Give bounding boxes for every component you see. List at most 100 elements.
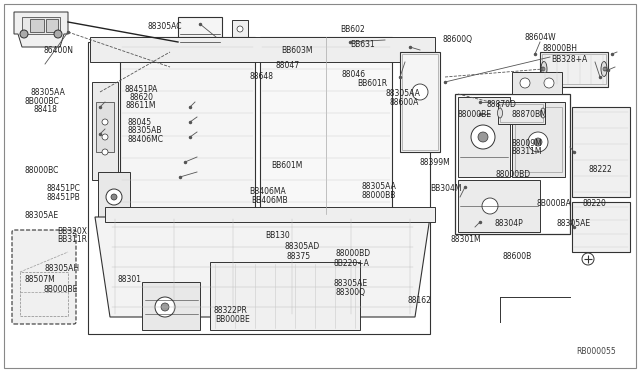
Bar	[96, 102, 114, 152]
Text: 88600A: 88600A	[389, 98, 419, 107]
Bar	[572, 107, 630, 197]
Bar	[120, 37, 255, 214]
Circle shape	[534, 138, 542, 146]
Bar	[542, 54, 606, 84]
Text: 88507M: 88507M	[24, 275, 55, 284]
Bar	[498, 102, 545, 124]
Circle shape	[412, 84, 428, 100]
Bar	[572, 202, 630, 252]
Bar	[142, 282, 200, 330]
Text: 88305AH: 88305AH	[45, 264, 80, 273]
Bar	[186, 52, 196, 64]
Circle shape	[544, 78, 554, 88]
Circle shape	[102, 134, 108, 140]
Circle shape	[541, 67, 545, 71]
Text: 88870D: 88870D	[486, 100, 516, 109]
Text: 88305AD: 88305AD	[285, 242, 320, 251]
Text: 88009M: 88009M	[512, 139, 543, 148]
Text: 88000BH: 88000BH	[543, 44, 578, 53]
Circle shape	[520, 78, 530, 88]
Bar	[105, 207, 435, 222]
Text: 88451PA: 88451PA	[125, 85, 158, 94]
Bar	[540, 52, 608, 87]
Text: 88000BC: 88000BC	[24, 166, 59, 175]
Text: RB000055: RB000055	[576, 347, 616, 356]
Text: BB130: BB130	[266, 231, 291, 240]
Text: BB601R: BB601R	[357, 79, 387, 88]
Text: 86400N: 86400N	[44, 46, 74, 55]
Text: 88305AA: 88305AA	[362, 182, 396, 191]
Bar	[400, 52, 440, 152]
Text: 88305AB: 88305AB	[128, 126, 163, 135]
Circle shape	[528, 132, 548, 152]
Bar	[20, 272, 68, 316]
Text: 88375: 88375	[287, 252, 311, 261]
Bar	[210, 262, 360, 330]
Bar	[22, 17, 60, 34]
Text: 88304P: 88304P	[494, 219, 523, 228]
Polygon shape	[14, 12, 68, 47]
Bar	[90, 37, 435, 62]
Text: 88000BD: 88000BD	[495, 170, 531, 179]
Circle shape	[155, 297, 175, 317]
Bar	[515, 107, 562, 172]
Text: BB603M: BB603M	[282, 46, 313, 55]
Bar	[458, 180, 540, 232]
Ellipse shape	[497, 108, 502, 118]
Text: 88648: 88648	[250, 72, 274, 81]
Text: 88046: 88046	[341, 70, 365, 79]
Text: 8B000BE: 8B000BE	[44, 285, 78, 294]
Bar	[204, 52, 214, 64]
Bar	[455, 94, 570, 234]
Text: BB631: BB631	[350, 40, 375, 49]
Text: 88620: 88620	[129, 93, 154, 102]
Text: 88611M: 88611M	[125, 101, 156, 110]
Bar	[30, 19, 44, 32]
Text: 88399M: 88399M	[419, 158, 450, 167]
Text: 88000BB: 88000BB	[362, 191, 396, 200]
Circle shape	[582, 253, 594, 265]
Text: BB406MB: BB406MB	[252, 196, 288, 205]
Text: 88322PR: 88322PR	[213, 306, 247, 315]
Text: BB304M: BB304M	[430, 185, 461, 193]
Text: BB328+A: BB328+A	[552, 55, 588, 64]
Bar	[260, 37, 392, 214]
Text: 8B000BC: 8B000BC	[24, 97, 59, 106]
Circle shape	[237, 26, 243, 32]
Bar	[88, 42, 430, 334]
Text: 8B000BA: 8B000BA	[536, 199, 571, 208]
Bar	[98, 172, 130, 217]
Text: 88305AC: 88305AC	[147, 22, 182, 31]
Bar	[500, 104, 543, 122]
Text: 88301: 88301	[117, 275, 141, 284]
Text: 88406MC: 88406MC	[128, 135, 164, 144]
Text: 88305AA: 88305AA	[385, 89, 420, 97]
Text: BB602: BB602	[340, 25, 365, 34]
Text: 88451PB: 88451PB	[47, 193, 81, 202]
Text: 88604W: 88604W	[525, 33, 556, 42]
Text: 88305AE: 88305AE	[24, 211, 58, 219]
Circle shape	[161, 303, 169, 311]
Bar	[232, 20, 248, 37]
Text: 88301M: 88301M	[451, 235, 481, 244]
Bar	[458, 97, 510, 177]
Text: BB601M: BB601M	[271, 161, 303, 170]
Text: 88220: 88220	[582, 199, 606, 208]
Bar	[512, 102, 565, 177]
Text: 88045: 88045	[128, 118, 152, 127]
Circle shape	[111, 194, 117, 200]
Bar	[46, 19, 58, 32]
Circle shape	[102, 149, 108, 155]
Text: 88162: 88162	[407, 296, 431, 305]
Text: 88000BE: 88000BE	[458, 110, 492, 119]
Circle shape	[478, 132, 488, 142]
Text: 88311M: 88311M	[512, 147, 543, 156]
Text: 88600B: 88600B	[502, 252, 532, 261]
Text: 88305AE: 88305AE	[557, 219, 591, 228]
Text: 88600Q: 88600Q	[443, 35, 473, 44]
Circle shape	[471, 125, 495, 149]
Text: 88870BM: 88870BM	[512, 110, 548, 119]
Circle shape	[102, 119, 108, 125]
Text: 88047: 88047	[275, 61, 300, 70]
Text: 88305AA: 88305AA	[31, 88, 65, 97]
